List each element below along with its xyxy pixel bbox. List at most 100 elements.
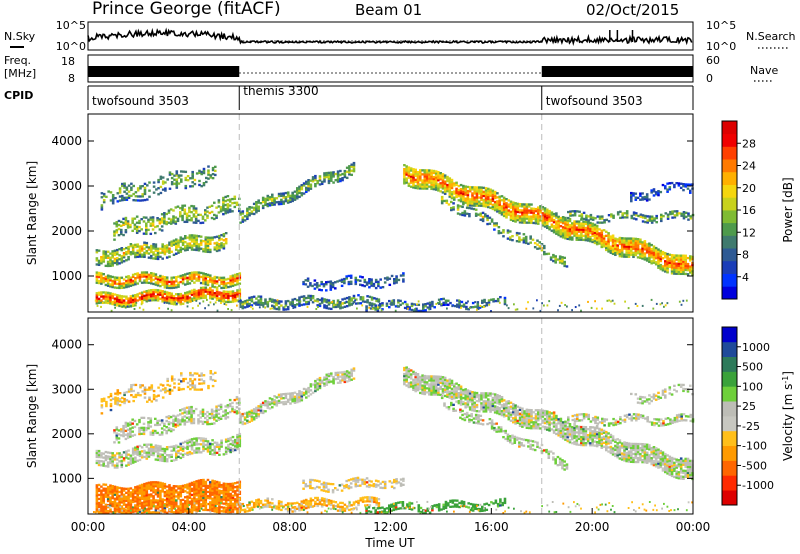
range-gate-cell <box>181 416 184 419</box>
range-gate-cell <box>462 196 465 200</box>
range-gate-cell <box>682 213 686 216</box>
range-gate-cell <box>327 171 331 175</box>
range-gate-cell <box>161 275 164 278</box>
range-gate-cell <box>118 498 121 502</box>
range-gate-cell <box>188 210 191 214</box>
range-gate-cell <box>224 490 228 494</box>
range-gate-cell <box>439 184 442 187</box>
range-gate-cell <box>598 242 601 245</box>
range-gate-cell <box>318 288 321 291</box>
range-gate-cell <box>419 183 422 186</box>
range-gate-cell <box>100 301 103 304</box>
range-gate-cell <box>129 276 133 279</box>
range-gate-cell <box>682 217 686 220</box>
range-gate-cell <box>138 247 142 250</box>
range-gate-cell <box>277 308 281 311</box>
range-gate-cell <box>428 169 431 172</box>
range-gate-cell <box>462 201 465 204</box>
range-gate-cell <box>127 245 130 249</box>
range-gate-cell <box>691 270 694 273</box>
range-gate-cell <box>177 509 180 512</box>
range-gate-cell <box>211 283 214 286</box>
range-gate-cell <box>175 458 178 461</box>
range-gate-cell <box>152 245 155 248</box>
range-gate-cell <box>172 296 176 300</box>
range-gate-cell <box>150 485 153 488</box>
range-gate-cell <box>234 482 237 485</box>
range-gate-cell <box>226 203 230 206</box>
range-gate-cell <box>123 190 126 193</box>
range-gate-cell <box>600 229 604 232</box>
range-gate-cell <box>611 246 615 250</box>
range-gate-cell <box>133 433 137 437</box>
range-gate-cell <box>111 250 114 253</box>
range-gate-cell <box>175 454 178 457</box>
range-gate-cell <box>145 490 149 493</box>
range-gate-cell <box>459 200 463 203</box>
range-gate-cell <box>188 452 192 456</box>
range-gate-cell <box>207 171 210 174</box>
range-gate-cell <box>111 256 114 259</box>
range-gate-cell <box>580 215 584 218</box>
range-gate-cell <box>227 443 230 447</box>
range-gate-cell <box>636 238 640 241</box>
range-gate-cell <box>95 275 99 278</box>
range-gate-cell <box>156 251 160 255</box>
range-gate-cell <box>193 294 196 298</box>
range-gate-cell <box>138 426 141 430</box>
range-gate-cell <box>512 209 515 212</box>
range-gate-cell <box>113 230 116 233</box>
range-gate-cell <box>224 508 228 512</box>
range-gate-cell <box>392 301 396 304</box>
range-gate-cell <box>109 283 112 286</box>
range-gate-cell <box>179 238 183 241</box>
range-gate-cell <box>612 214 615 217</box>
range-gate-cell <box>575 238 579 241</box>
range-gate-cell <box>586 223 590 226</box>
range-gate-cell <box>188 450 192 454</box>
range-gate-cell <box>684 215 688 219</box>
range-gate-cell <box>95 292 99 295</box>
range-gate-cell <box>275 301 279 305</box>
range-gate-cell <box>131 500 135 504</box>
range-gate-cell <box>255 205 258 208</box>
range-gate-cell <box>147 248 151 251</box>
range-gate-cell <box>122 497 126 500</box>
range-gate-cell <box>467 308 470 311</box>
range-gate-cell <box>136 449 139 452</box>
range-gate-cell <box>229 510 232 514</box>
range-gate-cell <box>140 503 144 506</box>
range-gate-cell <box>448 183 452 186</box>
range-gate-cell <box>172 505 176 508</box>
range-gate-cell <box>405 179 408 182</box>
range-gate-cell <box>664 304 667 307</box>
range-gate-cell <box>190 204 193 208</box>
range-gate-cell <box>269 307 272 310</box>
range-gate-cell <box>181 276 185 279</box>
range-gate-cell <box>122 511 126 514</box>
range-gate-cell <box>136 243 139 246</box>
range-gate-cell <box>122 457 126 460</box>
range-gate-cell <box>175 509 178 512</box>
range-gate-cell <box>571 210 575 213</box>
range-gate-cell <box>682 183 685 186</box>
range-gate-cell <box>133 225 137 228</box>
range-gate-cell <box>636 240 640 243</box>
range-gate-cell <box>109 260 112 263</box>
range-gate-cell <box>138 418 141 422</box>
range-gate-cell <box>145 453 149 456</box>
range-gate-cell <box>97 449 101 453</box>
range-gate-cell <box>271 304 274 307</box>
range-gate-cell <box>185 220 189 224</box>
range-gate-cell <box>648 219 652 222</box>
range-gate-cell <box>140 497 144 500</box>
range-gate-cell <box>215 508 219 512</box>
range-gate-cell <box>129 458 133 461</box>
range-gate-cell <box>150 493 153 496</box>
range-gate-cell <box>181 508 185 511</box>
range-gate-cell <box>120 455 124 459</box>
range-gate-cell <box>548 215 551 219</box>
range-gate-cell <box>224 510 228 514</box>
range-gate-cell <box>127 457 130 460</box>
range-gate-cell <box>557 219 560 223</box>
